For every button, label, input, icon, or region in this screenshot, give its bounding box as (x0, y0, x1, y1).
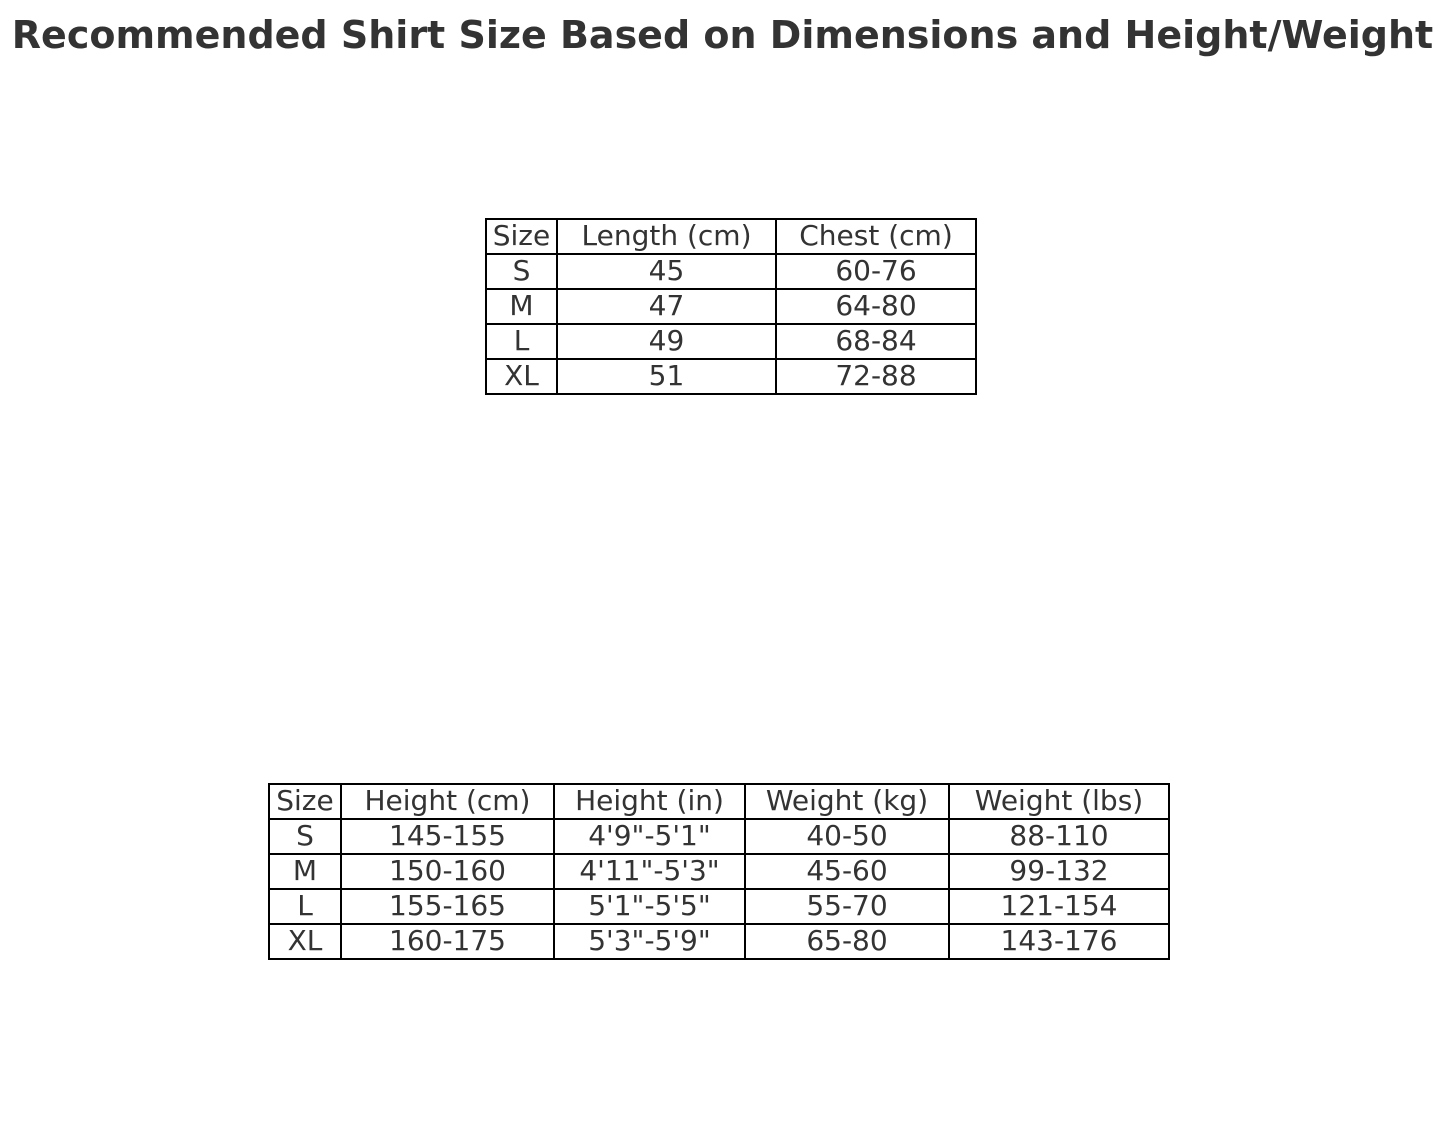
header-row: Size Length (cm) Chest (cm) (485, 218, 977, 255)
table-row: XL 51 72-88 (485, 358, 977, 395)
table-cell: 5'3"-5'9" (553, 923, 746, 960)
table-cell: 65-80 (744, 923, 950, 960)
height-weight-table: Size Height (cm) Height (in) Weight (kg) Wei… (268, 783, 1170, 960)
row-label: M (485, 288, 558, 325)
row-label: L (485, 323, 558, 360)
table-row: L 49 68-84 (485, 323, 977, 360)
table-cell: 49 (556, 323, 777, 360)
table-row: S 45 60-76 (485, 253, 977, 290)
table-cell: 88-110 (948, 818, 1170, 855)
table-cell: 68-84 (775, 323, 977, 360)
height-weight-table-container: Size Height (cm) Height (in) Weight (kg) Wei… (268, 783, 1170, 960)
column-header: Weight (lbs) (948, 783, 1170, 820)
row-label: S (485, 253, 558, 290)
row-label: XL (485, 358, 558, 395)
table-row: L 155-165 5'1"-5'5" 55-70 121-154 (268, 888, 1170, 925)
table-cell: 5'1"-5'5" (553, 888, 746, 925)
table-cell: 121-154 (948, 888, 1170, 925)
column-header: Size (485, 218, 558, 255)
table-row: S 145-155 4'9"-5'1" 40-50 88-110 (268, 818, 1170, 855)
table-cell: 40-50 (744, 818, 950, 855)
column-header: Size (268, 783, 342, 820)
table-cell: 155-165 (340, 888, 555, 925)
table-cell: 45 (556, 253, 777, 290)
table-cell: 55-70 (744, 888, 950, 925)
header-row: Size Height (cm) Height (in) Weight (kg) Wei… (268, 783, 1170, 820)
row-label: XL (268, 923, 342, 960)
table-row: M 150-160 4'11"-5'3" 45-60 99-132 (268, 853, 1170, 890)
table-cell: 160-175 (340, 923, 555, 960)
table-cell: 150-160 (340, 853, 555, 890)
table-row: M 47 64-80 (485, 288, 977, 325)
table-cell: 45-60 (744, 853, 950, 890)
table-cell: 51 (556, 358, 777, 395)
table-cell: 99-132 (948, 853, 1170, 890)
row-label: L (268, 888, 342, 925)
table-cell: 72-88 (775, 358, 977, 395)
shirt-dimensions-table: Size Length (cm) Chest (cm) S 45 60-76 M 47 64-8… (485, 218, 977, 395)
figure-title: Recommended Shirt Size Based on Dimensio… (11, 13, 1434, 57)
table-cell: 4'11"-5'3" (553, 853, 746, 890)
column-header: Height (in) (553, 783, 746, 820)
column-header: Weight (kg) (744, 783, 950, 820)
table-cell: 47 (556, 288, 777, 325)
row-label: M (268, 853, 342, 890)
shirt-dimensions-table-container: Size Length (cm) Chest (cm) S 45 60-76 M 47 64-8… (485, 218, 977, 395)
table-cell: 64-80 (775, 288, 977, 325)
table-cell: 143-176 (948, 923, 1170, 960)
table-cell: 145-155 (340, 818, 555, 855)
column-header: Chest (cm) (775, 218, 977, 255)
table-row: XL 160-175 5'3"-5'9" 65-80 143-176 (268, 923, 1170, 960)
column-header: Height (cm) (340, 783, 555, 820)
column-header: Length (cm) (556, 218, 777, 255)
table-cell: 4'9"-5'1" (553, 818, 746, 855)
row-label: S (268, 818, 342, 855)
table-cell: 60-76 (775, 253, 977, 290)
